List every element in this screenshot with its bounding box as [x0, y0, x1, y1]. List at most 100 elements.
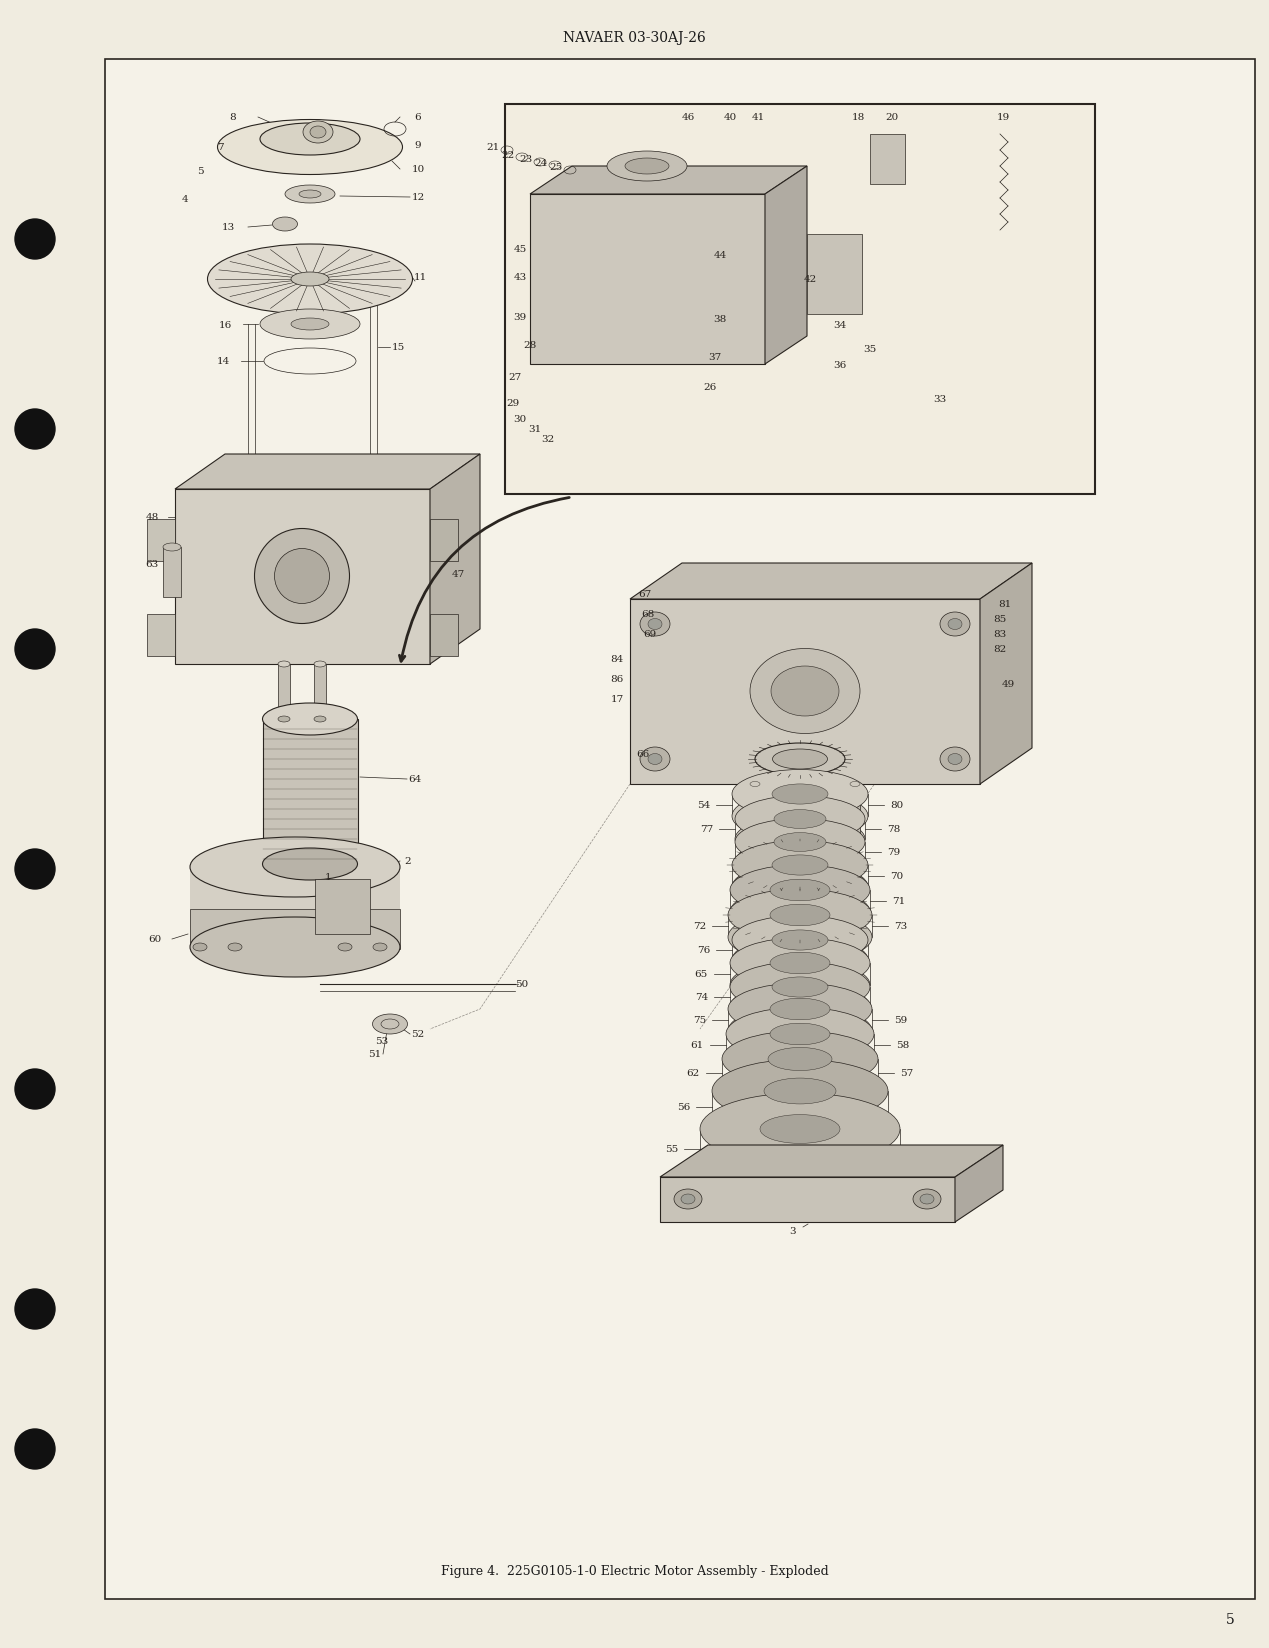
Circle shape	[15, 1429, 55, 1468]
Text: 26: 26	[703, 384, 717, 392]
Ellipse shape	[735, 839, 865, 887]
Text: 19: 19	[996, 114, 1010, 122]
Ellipse shape	[770, 953, 830, 974]
Text: 5: 5	[1226, 1612, 1235, 1627]
Text: 82: 82	[994, 644, 1006, 654]
Text: 80: 80	[890, 801, 904, 811]
Ellipse shape	[722, 1060, 878, 1116]
Text: 61: 61	[690, 1042, 704, 1050]
Ellipse shape	[735, 796, 865, 842]
Text: 77: 77	[699, 826, 713, 834]
Ellipse shape	[730, 938, 871, 989]
Text: 76: 76	[697, 946, 709, 954]
Circle shape	[15, 1070, 55, 1109]
Text: 11: 11	[414, 274, 426, 282]
Text: 25: 25	[549, 163, 562, 173]
Text: 69: 69	[643, 630, 656, 639]
Ellipse shape	[313, 717, 326, 722]
Text: 39: 39	[514, 313, 527, 323]
Text: 1: 1	[325, 873, 331, 882]
Ellipse shape	[681, 1195, 695, 1205]
Text: 53: 53	[376, 1037, 388, 1046]
Text: 46: 46	[681, 114, 694, 122]
Text: 63: 63	[146, 560, 159, 569]
Ellipse shape	[712, 1091, 888, 1155]
Text: 86: 86	[610, 676, 623, 684]
Text: 7: 7	[217, 143, 223, 152]
Ellipse shape	[730, 961, 871, 1010]
Text: 6: 6	[415, 114, 421, 122]
Ellipse shape	[722, 1032, 878, 1088]
Text: 2: 2	[405, 857, 411, 865]
Ellipse shape	[278, 661, 291, 667]
Ellipse shape	[728, 911, 872, 964]
Ellipse shape	[750, 783, 760, 788]
Ellipse shape	[770, 905, 830, 926]
Ellipse shape	[732, 936, 868, 986]
Text: 58: 58	[896, 1042, 910, 1050]
Ellipse shape	[912, 1190, 942, 1210]
Ellipse shape	[770, 1023, 830, 1045]
Text: 34: 34	[834, 320, 846, 330]
Text: NAVAER 03-30AJ-26: NAVAER 03-30AJ-26	[563, 31, 706, 44]
Ellipse shape	[940, 613, 970, 636]
Text: 75: 75	[693, 1015, 706, 1025]
Text: 16: 16	[218, 320, 232, 330]
Ellipse shape	[732, 916, 868, 964]
Text: 23: 23	[519, 155, 533, 165]
Text: 4: 4	[181, 196, 188, 204]
Text: 36: 36	[834, 361, 846, 369]
Ellipse shape	[732, 770, 868, 819]
Polygon shape	[660, 1145, 1003, 1177]
Text: 50: 50	[515, 981, 529, 989]
Ellipse shape	[732, 840, 868, 890]
Ellipse shape	[770, 880, 830, 901]
Ellipse shape	[774, 834, 826, 852]
Ellipse shape	[291, 318, 329, 331]
Ellipse shape	[764, 1078, 836, 1104]
Text: 12: 12	[411, 193, 425, 203]
Text: 73: 73	[893, 921, 907, 931]
Ellipse shape	[730, 982, 871, 1033]
Ellipse shape	[755, 743, 845, 776]
Ellipse shape	[712, 1060, 888, 1122]
Bar	[190, 867, 400, 948]
Ellipse shape	[648, 620, 662, 630]
Text: 5: 5	[197, 168, 203, 176]
Ellipse shape	[274, 549, 330, 605]
Text: 85: 85	[994, 615, 1006, 625]
Text: 55: 55	[665, 1145, 678, 1154]
Ellipse shape	[373, 1015, 407, 1035]
Ellipse shape	[273, 218, 297, 232]
Bar	[147, 519, 175, 562]
Polygon shape	[629, 564, 1032, 600]
Bar	[430, 615, 458, 656]
Ellipse shape	[260, 124, 360, 157]
Ellipse shape	[648, 755, 662, 765]
Ellipse shape	[607, 152, 687, 181]
Ellipse shape	[940, 748, 970, 771]
Ellipse shape	[193, 943, 207, 951]
Bar	[313, 664, 326, 720]
Ellipse shape	[774, 811, 826, 829]
Text: 15: 15	[391, 343, 405, 353]
Text: 22: 22	[501, 150, 515, 160]
Ellipse shape	[303, 122, 332, 143]
Text: 64: 64	[409, 775, 421, 784]
Circle shape	[15, 410, 55, 450]
Bar	[175, 489, 430, 664]
Ellipse shape	[640, 613, 670, 636]
Ellipse shape	[190, 837, 400, 898]
Text: 21: 21	[486, 143, 500, 152]
Polygon shape	[980, 564, 1032, 784]
Text: 41: 41	[751, 114, 765, 122]
Text: 38: 38	[713, 315, 727, 325]
Ellipse shape	[278, 717, 291, 722]
Text: 8: 8	[230, 114, 236, 122]
Bar	[162, 547, 181, 598]
Text: 56: 56	[676, 1103, 690, 1112]
Ellipse shape	[728, 890, 872, 941]
Ellipse shape	[313, 661, 326, 667]
Bar	[850, 784, 860, 844]
Circle shape	[15, 1289, 55, 1330]
